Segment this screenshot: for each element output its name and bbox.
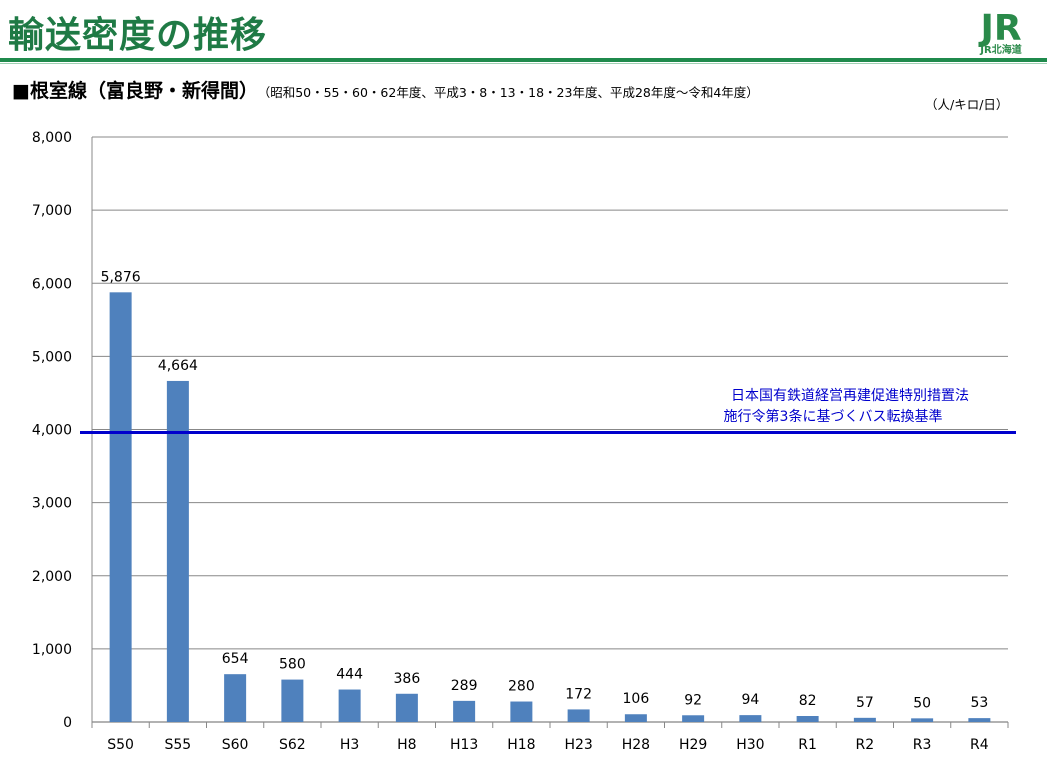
fiscal-years-note: （昭和50・55・60・62年度、平成3・8・13・18・23年度、平成28年度… <box>263 85 759 100</box>
reference-line-group: 日本国有鉄道経営再建促進特別措置法 施行令第3条に基づくバス転換基準 <box>80 388 1016 434</box>
data-label: 94 <box>741 692 759 708</box>
data-label: 444 <box>336 667 363 683</box>
data-label: 106 <box>623 691 650 707</box>
y-tick-label: 1,000 <box>32 642 72 658</box>
y-tick-label: 6,000 <box>32 276 72 292</box>
logo-subtext: JR北海道 <box>979 43 1021 56</box>
data-label: 172 <box>565 686 592 702</box>
y-axis: 0 1,000 2,000 3,000 4,000 5,000 6,000 7,000 8,00… <box>32 130 93 731</box>
x-tick-label: R3 <box>913 737 932 753</box>
title-divider-thin <box>0 63 1047 64</box>
bar-h23 <box>567 709 590 722</box>
bar-h18 <box>510 701 533 722</box>
y-tick-label: 7,000 <box>32 203 72 219</box>
bar-r4 <box>968 718 991 722</box>
x-tick-label: R2 <box>856 737 875 753</box>
logo-mark: JR <box>977 8 1021 49</box>
x-tick-label: H18 <box>507 737 535 753</box>
x-tick-label: S62 <box>279 737 306 753</box>
data-label: 53 <box>970 695 988 711</box>
data-label: 82 <box>799 693 817 709</box>
reference-line-label-1: 日本国有鉄道経営再建促進特別措置法 <box>731 388 969 404</box>
gridlines <box>92 136 1008 723</box>
bar-r3 <box>911 718 934 722</box>
route-name: ■根室線（富良野・新得間） <box>12 80 258 102</box>
reference-line-label-2: 施行令第3条に基づくバス転換基準 <box>724 408 943 425</box>
x-tick-label: S50 <box>107 737 134 753</box>
data-label: 4,664 <box>158 358 198 374</box>
x-tick-label: S55 <box>165 737 192 753</box>
data-label: 92 <box>684 692 702 708</box>
x-tick-label: H29 <box>679 737 707 753</box>
bar-h28 <box>624 714 647 722</box>
bar-s55 <box>166 380 189 722</box>
x-tick-label: H23 <box>564 737 592 753</box>
x-tick-label: R1 <box>798 737 817 753</box>
x-tick-label: H8 <box>397 737 416 753</box>
bar-s50 <box>109 292 132 722</box>
bars: 5,876 4,664 654 580 444 386 289 280 172 106 92 94 82… <box>101 269 991 722</box>
bar-s60 <box>224 674 247 722</box>
jr-hokkaido-logo: JR JR北海道 <box>977 8 1021 56</box>
y-tick-label: 8,000 <box>32 130 72 146</box>
x-tick-label: H13 <box>450 737 478 753</box>
data-label: 580 <box>279 657 306 673</box>
bar-h29 <box>682 715 705 722</box>
bar-s62 <box>281 679 304 722</box>
data-label: 57 <box>856 695 874 711</box>
page-title: 輸送密度の推移 <box>8 15 268 56</box>
data-label: 289 <box>451 678 478 694</box>
x-tick-label: R4 <box>970 737 989 753</box>
x-tick-label: H28 <box>622 737 650 753</box>
bar-h30 <box>739 715 762 722</box>
x-axis: S50 S55 S60 S62 H3 H8 H13 H18 H23 H28 H29 H30 R1 R2 R3… <box>91 722 1009 753</box>
data-label: 386 <box>394 671 421 687</box>
x-tick-label: S60 <box>222 737 249 753</box>
y-tick-label: 0 <box>63 715 72 731</box>
data-label: 5,876 <box>101 269 141 285</box>
unit-label: （人/キロ/日） <box>925 97 1009 112</box>
chart-subtitle: ■根室線（富良野・新得間） （昭和50・55・60・62年度、平成3・8・13・1… <box>12 76 759 103</box>
bar-r1 <box>796 716 819 722</box>
bar-h13 <box>453 700 476 722</box>
title-divider <box>0 58 1047 62</box>
bar-r2 <box>853 717 876 722</box>
y-tick-label: 3,000 <box>32 496 72 512</box>
data-label: 50 <box>913 695 931 711</box>
data-label: 280 <box>508 679 535 695</box>
y-tick-label: 2,000 <box>32 569 72 585</box>
bar-h8 <box>395 693 418 722</box>
data-label: 654 <box>222 651 249 667</box>
y-tick-label: 5,000 <box>32 349 72 365</box>
bar-h3 <box>338 689 361 722</box>
x-tick-label: H3 <box>340 737 359 753</box>
x-tick-label: H30 <box>736 737 764 753</box>
y-tick-label: 4,000 <box>32 423 72 439</box>
